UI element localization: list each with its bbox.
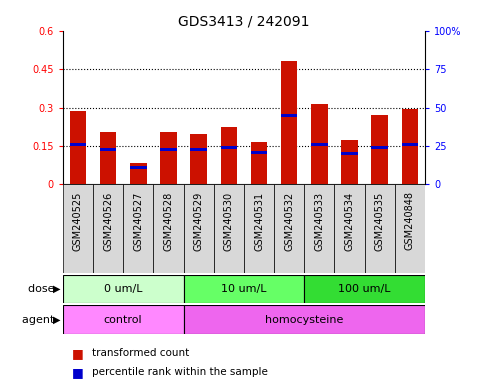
Bar [221, 127, 237, 184]
Text: control: control [104, 314, 142, 325]
Bar [341, 152, 358, 155]
Bar [221, 146, 237, 149]
Bar [371, 115, 388, 184]
Text: GSM240533: GSM240533 [314, 191, 325, 250]
Text: GSM240530: GSM240530 [224, 191, 234, 250]
Text: 0 um/L: 0 um/L [104, 284, 142, 294]
Bar [70, 111, 86, 184]
Bar [154, 184, 184, 273]
Text: GSM240532: GSM240532 [284, 191, 294, 251]
Bar [100, 132, 116, 184]
Bar [395, 184, 425, 273]
Bar [402, 109, 418, 184]
Bar [213, 184, 244, 273]
Text: ▶: ▶ [53, 284, 60, 294]
Bar [251, 151, 267, 154]
Bar [130, 162, 146, 184]
Bar [160, 132, 177, 184]
Text: agent: agent [22, 314, 58, 325]
Bar [130, 166, 146, 169]
Text: GSM240528: GSM240528 [163, 191, 173, 251]
Bar [281, 114, 298, 117]
Text: GSM240529: GSM240529 [194, 191, 204, 251]
Bar [341, 139, 358, 184]
Bar [311, 104, 327, 184]
Text: GSM240525: GSM240525 [73, 191, 83, 251]
Bar [70, 143, 86, 146]
Bar [190, 148, 207, 151]
Bar [335, 184, 365, 273]
Bar [311, 143, 327, 146]
Text: GSM240535: GSM240535 [375, 191, 385, 251]
Text: 10 um/L: 10 um/L [221, 284, 267, 294]
Bar [402, 143, 418, 146]
Text: GSM240848: GSM240848 [405, 191, 415, 250]
Title: GDS3413 / 242091: GDS3413 / 242091 [178, 14, 310, 28]
Text: dose: dose [28, 284, 58, 294]
Bar [244, 184, 274, 273]
Bar [281, 61, 298, 184]
Text: ■: ■ [72, 347, 88, 360]
Bar [184, 305, 425, 334]
Text: 100 um/L: 100 um/L [339, 284, 391, 294]
Bar [160, 148, 177, 151]
Bar [63, 305, 184, 334]
Text: GSM240527: GSM240527 [133, 191, 143, 251]
Bar [184, 275, 304, 303]
Bar [184, 184, 213, 273]
Bar [304, 184, 335, 273]
Bar [365, 184, 395, 273]
Bar [123, 184, 154, 273]
Bar [100, 148, 116, 151]
Bar [190, 134, 207, 184]
Bar [274, 184, 304, 273]
Bar [251, 142, 267, 184]
Bar [93, 184, 123, 273]
Bar [63, 184, 93, 273]
Text: GSM240526: GSM240526 [103, 191, 113, 251]
Text: transformed count: transformed count [92, 348, 189, 358]
Bar [304, 275, 425, 303]
Bar [63, 275, 184, 303]
Text: GSM240531: GSM240531 [254, 191, 264, 250]
Text: percentile rank within the sample: percentile rank within the sample [92, 367, 268, 377]
Text: ■: ■ [72, 366, 88, 379]
Text: GSM240534: GSM240534 [344, 191, 355, 250]
Text: ▶: ▶ [53, 314, 60, 325]
Text: homocysteine: homocysteine [265, 314, 343, 325]
Bar [371, 146, 388, 149]
